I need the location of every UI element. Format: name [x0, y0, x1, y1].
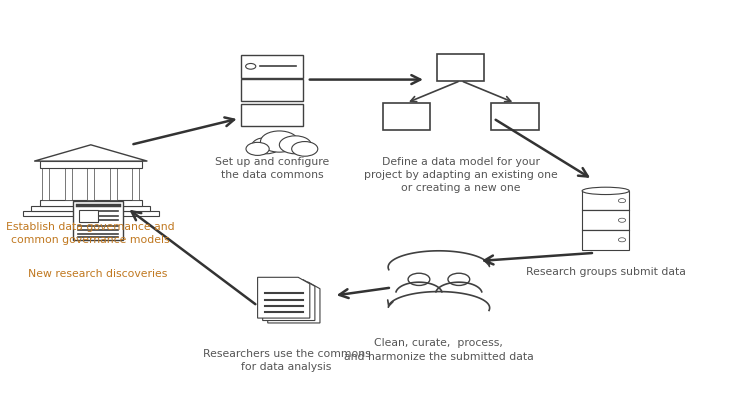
- Circle shape: [619, 238, 625, 242]
- Text: Set up and configure
the data commons: Set up and configure the data commons: [215, 157, 329, 180]
- Polygon shape: [268, 282, 320, 323]
- Circle shape: [246, 142, 269, 156]
- Circle shape: [408, 273, 430, 285]
- Bar: [64, 168, 72, 200]
- Text: Define a data model for your
project by adapting an existing one
or creating a n: Define a data model for your project by …: [364, 157, 557, 193]
- Circle shape: [448, 273, 470, 285]
- Polygon shape: [263, 280, 315, 320]
- Bar: [582, 210, 629, 230]
- Bar: [491, 103, 539, 129]
- Bar: [241, 55, 303, 77]
- Bar: [437, 54, 484, 81]
- Bar: [73, 201, 123, 240]
- Bar: [132, 168, 139, 200]
- Bar: [40, 161, 141, 168]
- Text: Establish data governance and
common governance models: Establish data governance and common gov…: [7, 222, 175, 245]
- Circle shape: [280, 136, 312, 154]
- Polygon shape: [258, 277, 310, 318]
- Text: Research groups submit data: Research groups submit data: [525, 267, 686, 277]
- Circle shape: [619, 218, 625, 222]
- Bar: [31, 206, 150, 211]
- Bar: [79, 210, 98, 222]
- Circle shape: [292, 141, 317, 156]
- Circle shape: [252, 137, 280, 154]
- Text: New research discoveries: New research discoveries: [28, 269, 168, 279]
- Bar: [23, 211, 159, 216]
- Bar: [241, 104, 303, 126]
- Circle shape: [619, 198, 625, 203]
- Ellipse shape: [582, 187, 629, 195]
- Bar: [582, 230, 629, 250]
- Circle shape: [260, 131, 298, 152]
- Text: Clean, curate,  process,
and harmonize the submitted data: Clean, curate, process, and harmonize th…: [344, 339, 534, 362]
- Bar: [40, 200, 141, 206]
- Bar: [383, 103, 430, 129]
- Bar: [87, 168, 95, 200]
- Text: Researchers use the commons
for data analysis: Researchers use the commons for data ana…: [203, 349, 371, 372]
- Bar: [42, 168, 50, 200]
- Polygon shape: [34, 145, 147, 161]
- Circle shape: [246, 64, 256, 69]
- Bar: [110, 168, 117, 200]
- Bar: [582, 191, 629, 210]
- Bar: [241, 79, 303, 101]
